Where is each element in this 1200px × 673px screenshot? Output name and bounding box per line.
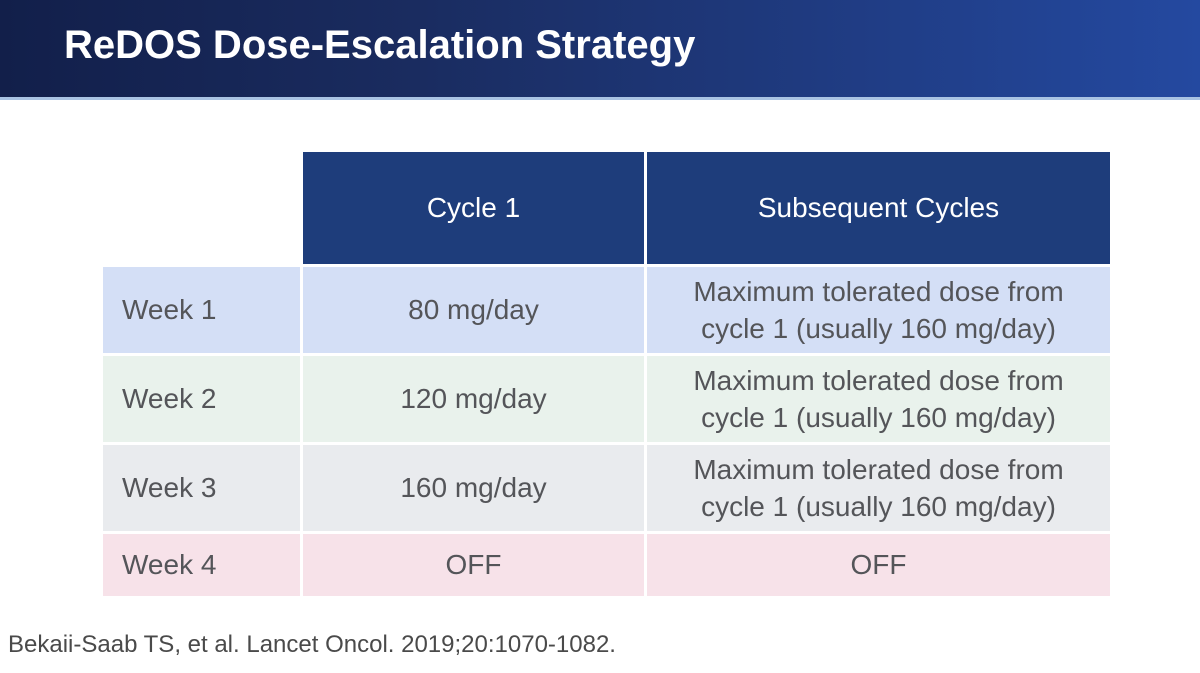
slide-title-bar: ReDOS Dose-Escalation Strategy bbox=[0, 0, 1200, 100]
cell-week1-subsequent: Maximum tolerated dose from cycle 1 (usu… bbox=[647, 267, 1110, 353]
cell-week3-cycle1: 160 mg/day bbox=[303, 445, 644, 531]
row-label-week4: Week 4 bbox=[103, 534, 300, 596]
table-corner-cell bbox=[103, 152, 300, 264]
cell-week3-subsequent: Maximum tolerated dose from cycle 1 (usu… bbox=[647, 445, 1110, 531]
cell-week1-cycle1: 80 mg/day bbox=[303, 267, 644, 353]
cell-week4-subsequent: OFF bbox=[647, 534, 1110, 596]
row-label-week2: Week 2 bbox=[103, 356, 300, 442]
column-header-cycle1: Cycle 1 bbox=[303, 152, 644, 264]
citation-text: Bekaii-Saab TS, et al. Lancet Oncol. 201… bbox=[8, 631, 616, 658]
page-title: ReDOS Dose-Escalation Strategy bbox=[64, 23, 696, 67]
cell-week2-subsequent: Maximum tolerated dose from cycle 1 (usu… bbox=[647, 356, 1110, 442]
row-label-week3: Week 3 bbox=[103, 445, 300, 531]
cell-week4-cycle1: OFF bbox=[303, 534, 644, 596]
column-header-subsequent-cycles: Subsequent Cycles bbox=[647, 152, 1110, 264]
row-label-week1: Week 1 bbox=[103, 267, 300, 353]
cell-week2-cycle1: 120 mg/day bbox=[303, 356, 644, 442]
dose-escalation-table: Cycle 1 Subsequent Cycles Week 1 80 mg/d… bbox=[103, 152, 1110, 596]
